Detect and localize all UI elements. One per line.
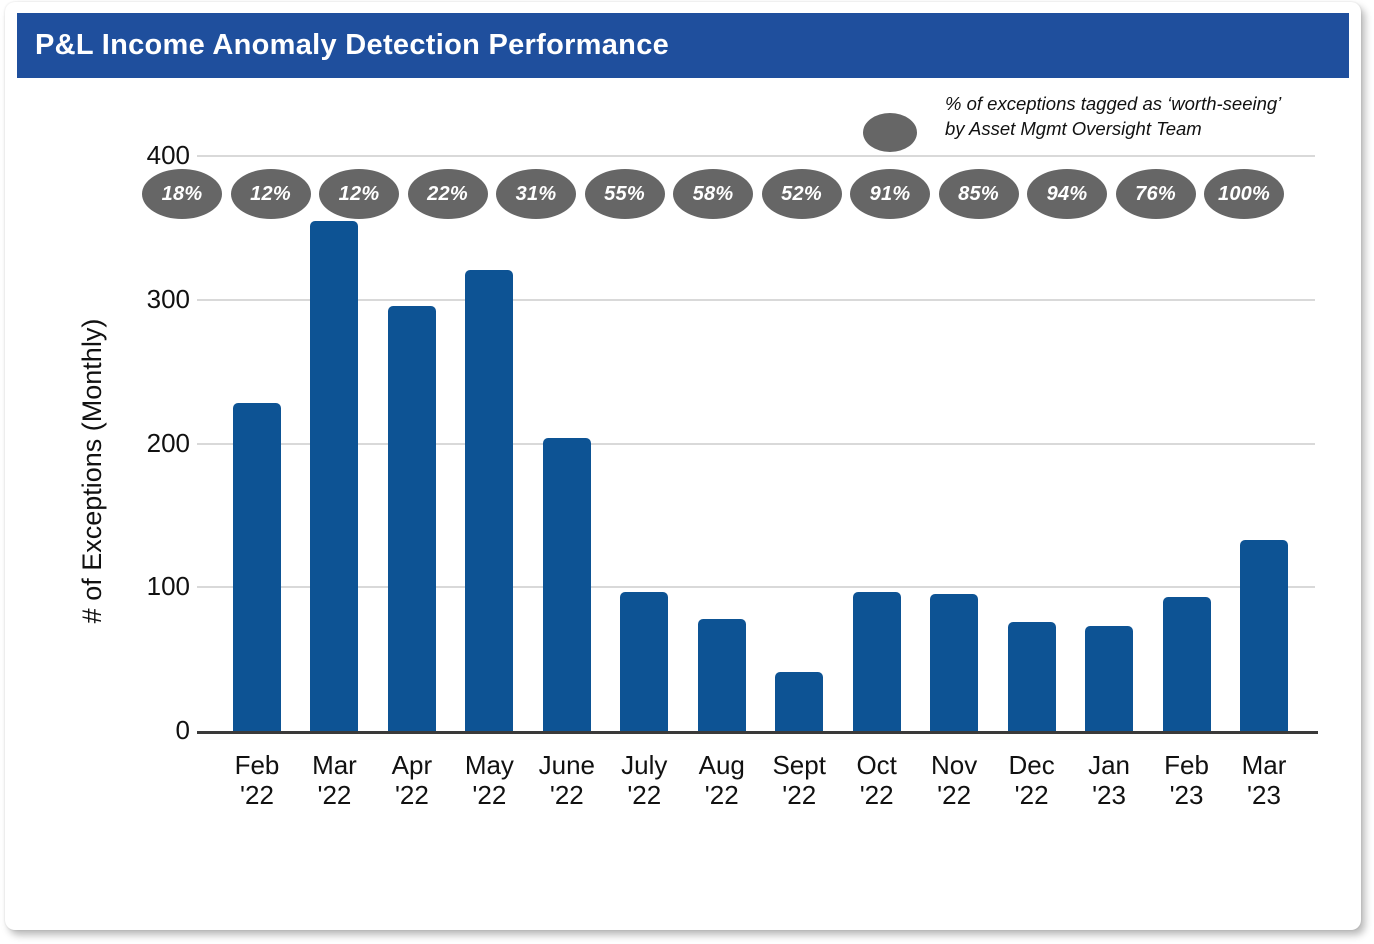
worth-seeing-badge: 52%: [761, 169, 842, 219]
y-tick-label: 300: [146, 283, 190, 314]
gridline: [197, 442, 1315, 445]
bar-jan-23: [1085, 626, 1134, 731]
worth-seeing-badge: 58%: [673, 169, 753, 219]
worth-seeing-badge: 76%: [1115, 169, 1196, 219]
bar-july-22: [620, 591, 669, 731]
x-tick-label: Dec '22: [1008, 750, 1055, 810]
x-tick-label: Mar '23: [1241, 750, 1287, 810]
bar-feb-23: [1162, 597, 1211, 731]
worth-seeing-badge: 12%: [230, 169, 311, 219]
bar-apr-22: [387, 305, 436, 731]
x-tick-label: July '22: [621, 750, 668, 810]
y-tick-label: 0: [175, 715, 190, 745]
bar-mar-22: [310, 220, 359, 731]
legend-label: % of exceptions tagged as ‘worth-seeing’…: [945, 91, 1281, 141]
x-tick-label: Mar '22: [312, 750, 357, 810]
y-axis-title: # of Exceptions (Monthly): [77, 318, 107, 624]
legend-ellipse-icon: [863, 113, 917, 152]
y-tick-label: 100: [146, 571, 190, 602]
x-tick-label: Feb '23: [1164, 750, 1209, 810]
gridline: [197, 298, 1315, 301]
x-tick-label: May '22: [464, 750, 514, 810]
bar-dec-22: [1007, 621, 1056, 731]
bar-aug-22: [697, 618, 746, 731]
chart-title: P&L Income Anomaly Detection Performance: [35, 29, 670, 61]
x-tick-label: Apr '22: [391, 750, 433, 810]
worth-seeing-badge: 22%: [407, 169, 488, 219]
x-tick-label: Jan '23: [1088, 750, 1130, 810]
x-tick-label: Nov '22: [931, 750, 978, 810]
bar-june-22: [542, 437, 591, 731]
chart-title-bar: P&L Income Anomaly Detection Performance: [17, 13, 1349, 78]
worth-seeing-badge: 18%: [142, 169, 222, 219]
bar-oct-22: [852, 591, 901, 731]
worth-seeing-badge: 94%: [1027, 169, 1107, 219]
x-tick-label: Aug '22: [698, 750, 745, 810]
x-tick-label: Oct '22: [856, 750, 897, 810]
worth-seeing-badge: 85%: [938, 169, 1019, 219]
bar-mar-23: [1239, 539, 1288, 731]
gridline: [197, 155, 1315, 157]
bar-may-22: [465, 269, 514, 731]
legend-label-line2: by Asset Mgmt Oversight Team: [945, 118, 1202, 139]
bar-feb-22: [233, 403, 281, 731]
x-tick-label: Feb '22: [234, 750, 280, 810]
legend-label-line1: % of exceptions tagged as ‘worth-seeing’: [945, 93, 1282, 114]
y-tick-label: 400: [146, 140, 190, 170]
y-tick-label: 200: [146, 427, 190, 458]
x-axis-line: [197, 731, 1318, 734]
x-tick-label: June '22: [538, 750, 596, 810]
worth-seeing-badge: 91%: [850, 169, 930, 219]
worth-seeing-badge: 31%: [496, 169, 576, 219]
bar-sept-22: [775, 672, 824, 731]
x-tick-label: Sept '22: [772, 750, 826, 810]
gridline: [197, 586, 1315, 589]
worth-seeing-badge: 55%: [584, 169, 665, 219]
chart-card: P&L Income Anomaly Detection Performance…: [5, 2, 1361, 930]
worth-seeing-badge: 12%: [319, 169, 399, 219]
bar-nov-22: [930, 594, 979, 731]
worth-seeing-badge: 100%: [1204, 169, 1284, 219]
